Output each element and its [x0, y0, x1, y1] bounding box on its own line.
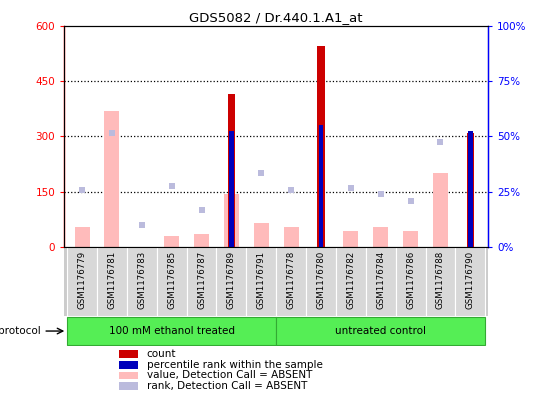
Point — [78, 187, 86, 193]
Text: GSM1176784: GSM1176784 — [376, 251, 385, 309]
Point — [436, 139, 445, 145]
Bar — [466, 133, 474, 248]
Bar — [468, 131, 473, 248]
FancyBboxPatch shape — [276, 248, 306, 316]
Text: 100 mM ethanol treated: 100 mM ethanol treated — [109, 326, 235, 336]
Text: GSM1176781: GSM1176781 — [108, 251, 117, 309]
Text: GSM1176780: GSM1176780 — [316, 251, 325, 309]
Point — [347, 185, 355, 191]
Point — [108, 130, 117, 136]
FancyBboxPatch shape — [276, 317, 485, 345]
Point — [376, 191, 385, 197]
Bar — [318, 46, 325, 248]
Bar — [254, 223, 269, 248]
Bar — [373, 227, 388, 248]
Bar — [75, 227, 89, 248]
FancyBboxPatch shape — [426, 248, 455, 316]
Text: rank, Detection Call = ABSENT: rank, Detection Call = ABSENT — [147, 381, 307, 391]
Bar — [403, 231, 418, 248]
FancyBboxPatch shape — [67, 317, 276, 345]
FancyBboxPatch shape — [396, 248, 426, 316]
Text: percentile rank within the sample: percentile rank within the sample — [147, 360, 323, 370]
Bar — [283, 227, 299, 248]
Bar — [319, 125, 323, 248]
Point — [167, 183, 176, 189]
Bar — [119, 361, 138, 369]
Bar — [433, 173, 448, 248]
Text: GSM1176789: GSM1176789 — [227, 251, 236, 309]
Bar — [104, 110, 119, 248]
FancyBboxPatch shape — [336, 248, 366, 316]
FancyBboxPatch shape — [97, 248, 127, 316]
Text: GSM1176782: GSM1176782 — [347, 251, 355, 309]
FancyBboxPatch shape — [455, 248, 485, 316]
Bar — [119, 382, 138, 390]
Text: protocol: protocol — [0, 326, 40, 336]
Text: GSM1176791: GSM1176791 — [257, 251, 266, 309]
Text: untreated control: untreated control — [335, 326, 426, 336]
FancyBboxPatch shape — [186, 248, 217, 316]
Point — [287, 187, 296, 193]
Bar — [224, 194, 239, 248]
Bar — [119, 350, 138, 358]
Text: GSM1176787: GSM1176787 — [197, 251, 206, 309]
Text: GSM1176790: GSM1176790 — [466, 251, 475, 309]
FancyBboxPatch shape — [157, 248, 186, 316]
Text: GSM1176783: GSM1176783 — [137, 251, 146, 309]
Text: value, Detection Call = ABSENT: value, Detection Call = ABSENT — [147, 371, 312, 380]
Text: GSM1176779: GSM1176779 — [78, 251, 86, 309]
Text: GSM1176788: GSM1176788 — [436, 251, 445, 309]
Title: GDS5082 / Dr.440.1.A1_at: GDS5082 / Dr.440.1.A1_at — [190, 11, 363, 24]
Bar — [229, 131, 234, 248]
Bar — [164, 236, 179, 248]
Bar — [343, 231, 358, 248]
Text: GSM1176785: GSM1176785 — [167, 251, 176, 309]
Point — [406, 198, 415, 204]
FancyBboxPatch shape — [246, 248, 276, 316]
Text: GSM1176786: GSM1176786 — [406, 251, 415, 309]
Point — [197, 207, 206, 213]
Bar — [194, 235, 209, 248]
FancyBboxPatch shape — [306, 248, 336, 316]
FancyBboxPatch shape — [127, 248, 157, 316]
Point — [257, 170, 266, 176]
Text: count: count — [147, 349, 176, 359]
FancyBboxPatch shape — [366, 248, 396, 316]
FancyBboxPatch shape — [217, 248, 246, 316]
Text: GSM1176778: GSM1176778 — [287, 251, 296, 309]
Bar — [119, 371, 138, 379]
Bar — [228, 94, 235, 248]
Point — [137, 222, 146, 228]
FancyBboxPatch shape — [67, 248, 97, 316]
